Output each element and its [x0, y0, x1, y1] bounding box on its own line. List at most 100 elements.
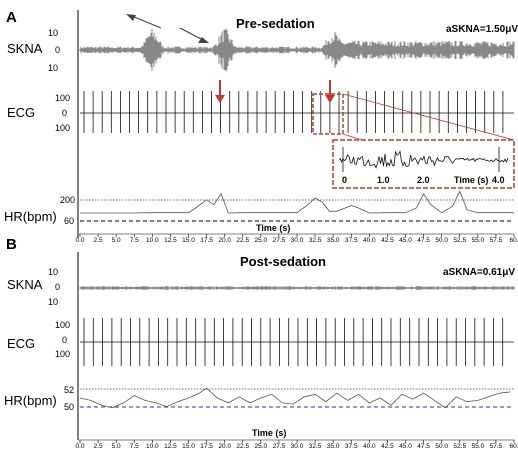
xtick-label-b-24: 60. — [509, 443, 518, 450]
hr-a-tick-top: 200 — [60, 195, 75, 205]
xtick-label-b-5: 12.5 — [164, 443, 177, 450]
xtick-label-a-5: 12.5 — [164, 237, 177, 244]
zoom-box — [312, 93, 344, 135]
ecg-a-tick-top: 100 — [55, 93, 70, 103]
xtick-label-b-16: 40.0 — [363, 443, 376, 450]
xtick-label-a-12: 30.0 — [291, 237, 304, 244]
xtick-label-b-23: 57.5 — [490, 443, 503, 450]
hr-b-tick-bot: 50 — [64, 402, 74, 412]
xtick-label-b-9: 22.5 — [236, 443, 249, 450]
xtick-label-b-7: 17.5 — [200, 443, 213, 450]
xtick-label-a-24: 60. — [509, 237, 518, 244]
inset-tick-0: 0 — [342, 175, 347, 185]
skna-b-label: SKNA — [7, 277, 43, 292]
panel-a-letter: A — [6, 9, 17, 26]
hr-b-label: HR(bpm) — [4, 393, 57, 408]
arrow-burst-2-head — [198, 37, 209, 43]
xtick-label-b-14: 35.0 — [327, 443, 340, 450]
panel-a-annotation: aSKNA=1.50μV — [446, 24, 518, 35]
hr-series-a — [80, 190, 514, 214]
panel-b-title: Post-sedation — [240, 254, 326, 269]
panel-b-xlabel: Time (s) — [252, 428, 286, 438]
xtick-label-b-0: 0.0 — [75, 443, 84, 450]
xtick-label-b-10: 25.0 — [255, 443, 268, 450]
xtick-label-a-8: 20.0 — [218, 237, 231, 244]
panel-a-xlabel: Time (s) — [256, 223, 290, 233]
ecg-trace-a — [80, 91, 514, 133]
xtick-label-b-15: 37.5 — [345, 443, 358, 450]
xtick-label-a-22: 55.0 — [472, 237, 485, 244]
panel-b-annotation: aSKNA=0.61μV — [443, 267, 515, 278]
skna-b-tick-bot: 10 — [48, 297, 58, 307]
panel-a: A Pre-sedation aSKNA=1.50μV SKNA 10 0 10… — [4, 9, 518, 244]
xtick-label-b-19: 47.5 — [417, 443, 430, 450]
hr-a-label: HR(bpm) — [4, 209, 57, 224]
panel-b: B Post-sedation aSKNA=0.61μV SKNA 10 0 1… — [4, 236, 518, 450]
xtick-label-b-6: 15.0 — [182, 443, 195, 450]
skna-b-tick-top: 10 — [48, 267, 58, 277]
panel-b-xticks: 0.0 2.5 5.0 7.5 10.0 12.5 15.0 17.5 20.0 22.5 25.0… — [75, 440, 518, 450]
ecg-b-tick-bot: 100 — [55, 349, 70, 359]
xtick-label-b-17: 42.5 — [381, 443, 394, 450]
xtick-label-a-17: 42.5 — [381, 237, 394, 244]
xtick-label-b-4: 10.0 — [146, 443, 159, 450]
arrow-burst-1-head — [126, 14, 136, 21]
panel-a-title: Pre-sedation — [236, 16, 315, 31]
xtick-label-a-2: 5.0 — [112, 237, 121, 244]
inset-tick-3: 4.0 — [492, 175, 505, 185]
panel-b-letter: B — [6, 236, 17, 253]
xtick-label-a-3: 7.5 — [130, 237, 139, 244]
hr-series-b — [79, 387, 511, 409]
ecg-b-tick-top: 100 — [55, 320, 70, 330]
xtick-label-a-21: 52.5 — [453, 237, 466, 244]
inset-tick-1: 1.0 — [377, 175, 390, 185]
xtick-label-b-21: 52.5 — [453, 443, 466, 450]
skna-a-tick-top: 10 — [48, 28, 58, 38]
ecg-a-tick-mid: 0 — [62, 108, 67, 118]
xtick-label-b-20: 50.0 — [435, 443, 448, 450]
xtick-label-a-20: 50.0 — [435, 237, 448, 244]
sedation-arrows — [126, 14, 335, 103]
xtick-label-b-11: 27.5 — [273, 443, 286, 450]
xtick-label-a-1: 2.5 — [94, 237, 103, 244]
xtick-label-a-23: 57.5 — [490, 237, 503, 244]
ecg-b-tick-mid: 0 — [62, 335, 67, 345]
ecg-a-label: ECG — [7, 105, 35, 120]
xtick-label-b-13: 32.5 — [309, 443, 322, 450]
xtick-label-a-19: 47.5 — [417, 237, 430, 244]
xtick-label-b-8: 20.0 — [218, 443, 231, 450]
skna-b-tick-mid: 0 — [55, 282, 60, 292]
hr-b-tick-top: 52 — [64, 385, 74, 395]
xtick-label-a-4: 10.0 — [146, 237, 159, 244]
arrow-red-1-head — [215, 95, 225, 103]
xtick-label-a-0: 0.0 — [75, 237, 84, 244]
xtick-label-a-7: 17.5 — [200, 237, 213, 244]
skna-trace-a — [79, 28, 515, 72]
arrow-red-2-head — [325, 95, 335, 103]
hr-a-tick-bot: 60 — [64, 216, 74, 226]
xtick-label-a-16: 40.0 — [363, 237, 376, 244]
inset-box — [332, 139, 515, 189]
xtick-label-b-18: 45.0 — [399, 443, 412, 450]
ecg-a-tick-bot: 100 — [55, 123, 70, 133]
ecg-trace-b — [80, 318, 514, 366]
panel-a-xticks: 0.0 2.5 5.0 7.5 10.0 12.5 15.0 17.5 20.0 22.5 25.0… — [75, 234, 518, 244]
skna-a-tick-bot: 10 — [48, 63, 58, 73]
xtick-label-a-15: 37.5 — [345, 237, 358, 244]
xtick-label-a-13: 32.5 — [309, 237, 322, 244]
skna-a-tick-mid: 0 — [55, 45, 60, 55]
xtick-label-b-1: 2.5 — [94, 443, 103, 450]
ecg-b-label: ECG — [7, 336, 35, 351]
xtick-label-a-10: 25.0 — [255, 237, 268, 244]
xtick-label-a-14: 35.0 — [327, 237, 340, 244]
xtick-label-a-9: 22.5 — [236, 237, 249, 244]
skna-a-label: SKNA — [7, 41, 43, 56]
xtick-label-b-12: 30.0 — [291, 443, 304, 450]
xtick-label-b-22: 55.0 — [472, 443, 485, 450]
skna-trace-b — [79, 286, 515, 290]
xtick-label-a-6: 15.0 — [182, 237, 195, 244]
inset-tick-2: 2.0 — [417, 175, 430, 185]
xtick-label-b-2: 5.0 — [112, 443, 121, 450]
arrow-burst-1 — [131, 15, 162, 29]
